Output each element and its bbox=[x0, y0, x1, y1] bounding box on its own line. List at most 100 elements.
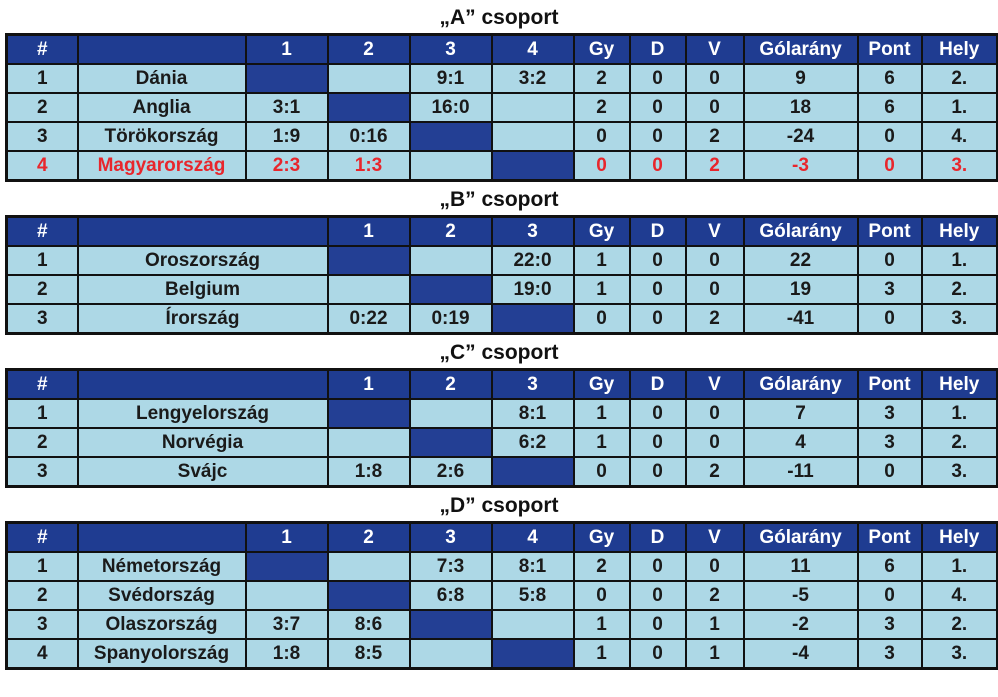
team-name: Svédország bbox=[76, 580, 247, 611]
table-cell: 5:8 bbox=[490, 580, 575, 611]
table-cell bbox=[326, 580, 411, 611]
table-cell: 8:1 bbox=[490, 551, 575, 582]
header-cell: # bbox=[5, 33, 79, 65]
table-cell: 1 bbox=[684, 638, 745, 670]
table-cell: 2 bbox=[572, 63, 631, 94]
table-cell bbox=[408, 274, 493, 305]
table-row: 3 Törökország 1:9 0:16 0 0 2 -24 0 4. bbox=[5, 121, 998, 152]
table-cell: 1:8 bbox=[244, 638, 329, 670]
table-cell: 6 bbox=[856, 551, 923, 582]
table-cell bbox=[326, 398, 411, 429]
header-cell: # bbox=[5, 521, 79, 553]
table-cell: 3 bbox=[856, 609, 923, 640]
header-cell: 2 bbox=[408, 368, 493, 400]
table-cell: 0 bbox=[684, 63, 745, 94]
table-cell: 7 bbox=[742, 398, 859, 429]
table-cell: -2 bbox=[742, 609, 859, 640]
header-row: #1 2 3 Gy D V Gólarány Pont Hely bbox=[5, 368, 998, 400]
table-cell: 3:1 bbox=[244, 92, 329, 123]
table-cell: 3:7 bbox=[244, 609, 329, 640]
table-cell bbox=[326, 551, 411, 582]
header-cell: D bbox=[628, 368, 687, 400]
table-cell: 8:6 bbox=[326, 609, 411, 640]
header-cell: 1 bbox=[244, 521, 329, 553]
table-cell: 2 bbox=[684, 150, 745, 182]
header-cell: Hely bbox=[920, 368, 998, 400]
table-cell: 9 bbox=[742, 63, 859, 94]
table-cell: 1 bbox=[5, 398, 79, 429]
table-cell: 0 bbox=[856, 150, 923, 182]
header-cell: 3 bbox=[408, 521, 493, 553]
header-cell: Pont bbox=[856, 33, 923, 65]
table-cell: 0 bbox=[572, 456, 631, 488]
header-cell bbox=[76, 215, 329, 247]
table-cell: 0 bbox=[572, 121, 631, 152]
table-cell: 18 bbox=[742, 92, 859, 123]
table-cell bbox=[490, 303, 575, 335]
table-row: 1 Oroszország 22:0 1 0 0 22 0 1. bbox=[5, 245, 998, 276]
table-cell: -5 bbox=[742, 580, 859, 611]
table-cell bbox=[408, 150, 493, 182]
table-cell: 0 bbox=[856, 456, 923, 488]
table-cell bbox=[326, 427, 411, 458]
header-cell: 1 bbox=[244, 33, 329, 65]
table-cell: 1 bbox=[5, 245, 79, 276]
table-row: 3 Olaszország 3:7 8:6 1 0 1 -2 3 2. bbox=[5, 609, 998, 640]
table-cell: 0 bbox=[628, 92, 687, 123]
table-cell: 0 bbox=[684, 274, 745, 305]
table-cell: 1 bbox=[572, 427, 631, 458]
table-cell: 0 bbox=[572, 580, 631, 611]
table-cell: 2 bbox=[5, 427, 79, 458]
header-cell bbox=[76, 368, 329, 400]
table-cell bbox=[490, 92, 575, 123]
table-cell: 4 bbox=[742, 427, 859, 458]
table-cell bbox=[490, 150, 575, 182]
header-cell: Hely bbox=[920, 33, 998, 65]
table-cell: 1. bbox=[920, 245, 998, 276]
table-cell: -3 bbox=[742, 150, 859, 182]
team-name: Spanyolország bbox=[76, 638, 247, 670]
table-cell: 0 bbox=[856, 303, 923, 335]
table-cell: 1. bbox=[920, 398, 998, 429]
header-cell: 3 bbox=[408, 33, 493, 65]
table-cell: 2 bbox=[5, 92, 79, 123]
team-name: Olaszország bbox=[76, 609, 247, 640]
header-cell: Hely bbox=[920, 521, 998, 553]
team-name: Norvégia bbox=[76, 427, 329, 458]
table-cell: 0 bbox=[684, 92, 745, 123]
table-cell: 1 bbox=[572, 274, 631, 305]
table-row: 1 Németország 7:3 8:1 2 0 0 11 6 1. bbox=[5, 551, 998, 582]
table-cell: 2. bbox=[920, 274, 998, 305]
table-cell: 0 bbox=[628, 274, 687, 305]
table-cell: -4 bbox=[742, 638, 859, 670]
table-cell: 6 bbox=[856, 92, 923, 123]
header-cell: 2 bbox=[326, 33, 411, 65]
table-cell: 0 bbox=[684, 427, 745, 458]
table-cell: 1 bbox=[572, 245, 631, 276]
group-table: #1 2 3 4 Gy D V Gólarány Pont Hely 1 Németország 7:3… bbox=[5, 521, 998, 670]
header-cell: Hely bbox=[920, 215, 998, 247]
header-cell: 1 bbox=[326, 368, 411, 400]
header-cell: 3 bbox=[490, 368, 575, 400]
table-cell: 22:0 bbox=[490, 245, 575, 276]
table-cell: 0 bbox=[628, 303, 687, 335]
table-cell: 11 bbox=[742, 551, 859, 582]
table-cell bbox=[408, 427, 493, 458]
table-cell: -24 bbox=[742, 121, 859, 152]
table-cell: 0 bbox=[684, 551, 745, 582]
table-cell: 4 bbox=[5, 150, 79, 182]
table-cell: 1 bbox=[5, 63, 79, 94]
table-row: 2 Belgium 19:0 1 0 0 19 3 2. bbox=[5, 274, 998, 305]
table-cell bbox=[326, 245, 411, 276]
group-title: „D” csoport bbox=[439, 494, 559, 517]
table-cell: 3:2 bbox=[490, 63, 575, 94]
table-cell: 2 bbox=[572, 92, 631, 123]
table-cell: 1 bbox=[684, 609, 745, 640]
table-cell: 3 bbox=[5, 609, 79, 640]
header-cell: Gy bbox=[572, 215, 631, 247]
table-cell: 0 bbox=[572, 150, 631, 182]
header-cell bbox=[76, 33, 247, 65]
table-cell: 3. bbox=[920, 456, 998, 488]
team-name: Magyarország bbox=[76, 150, 247, 182]
header-cell: Gy bbox=[572, 521, 631, 553]
